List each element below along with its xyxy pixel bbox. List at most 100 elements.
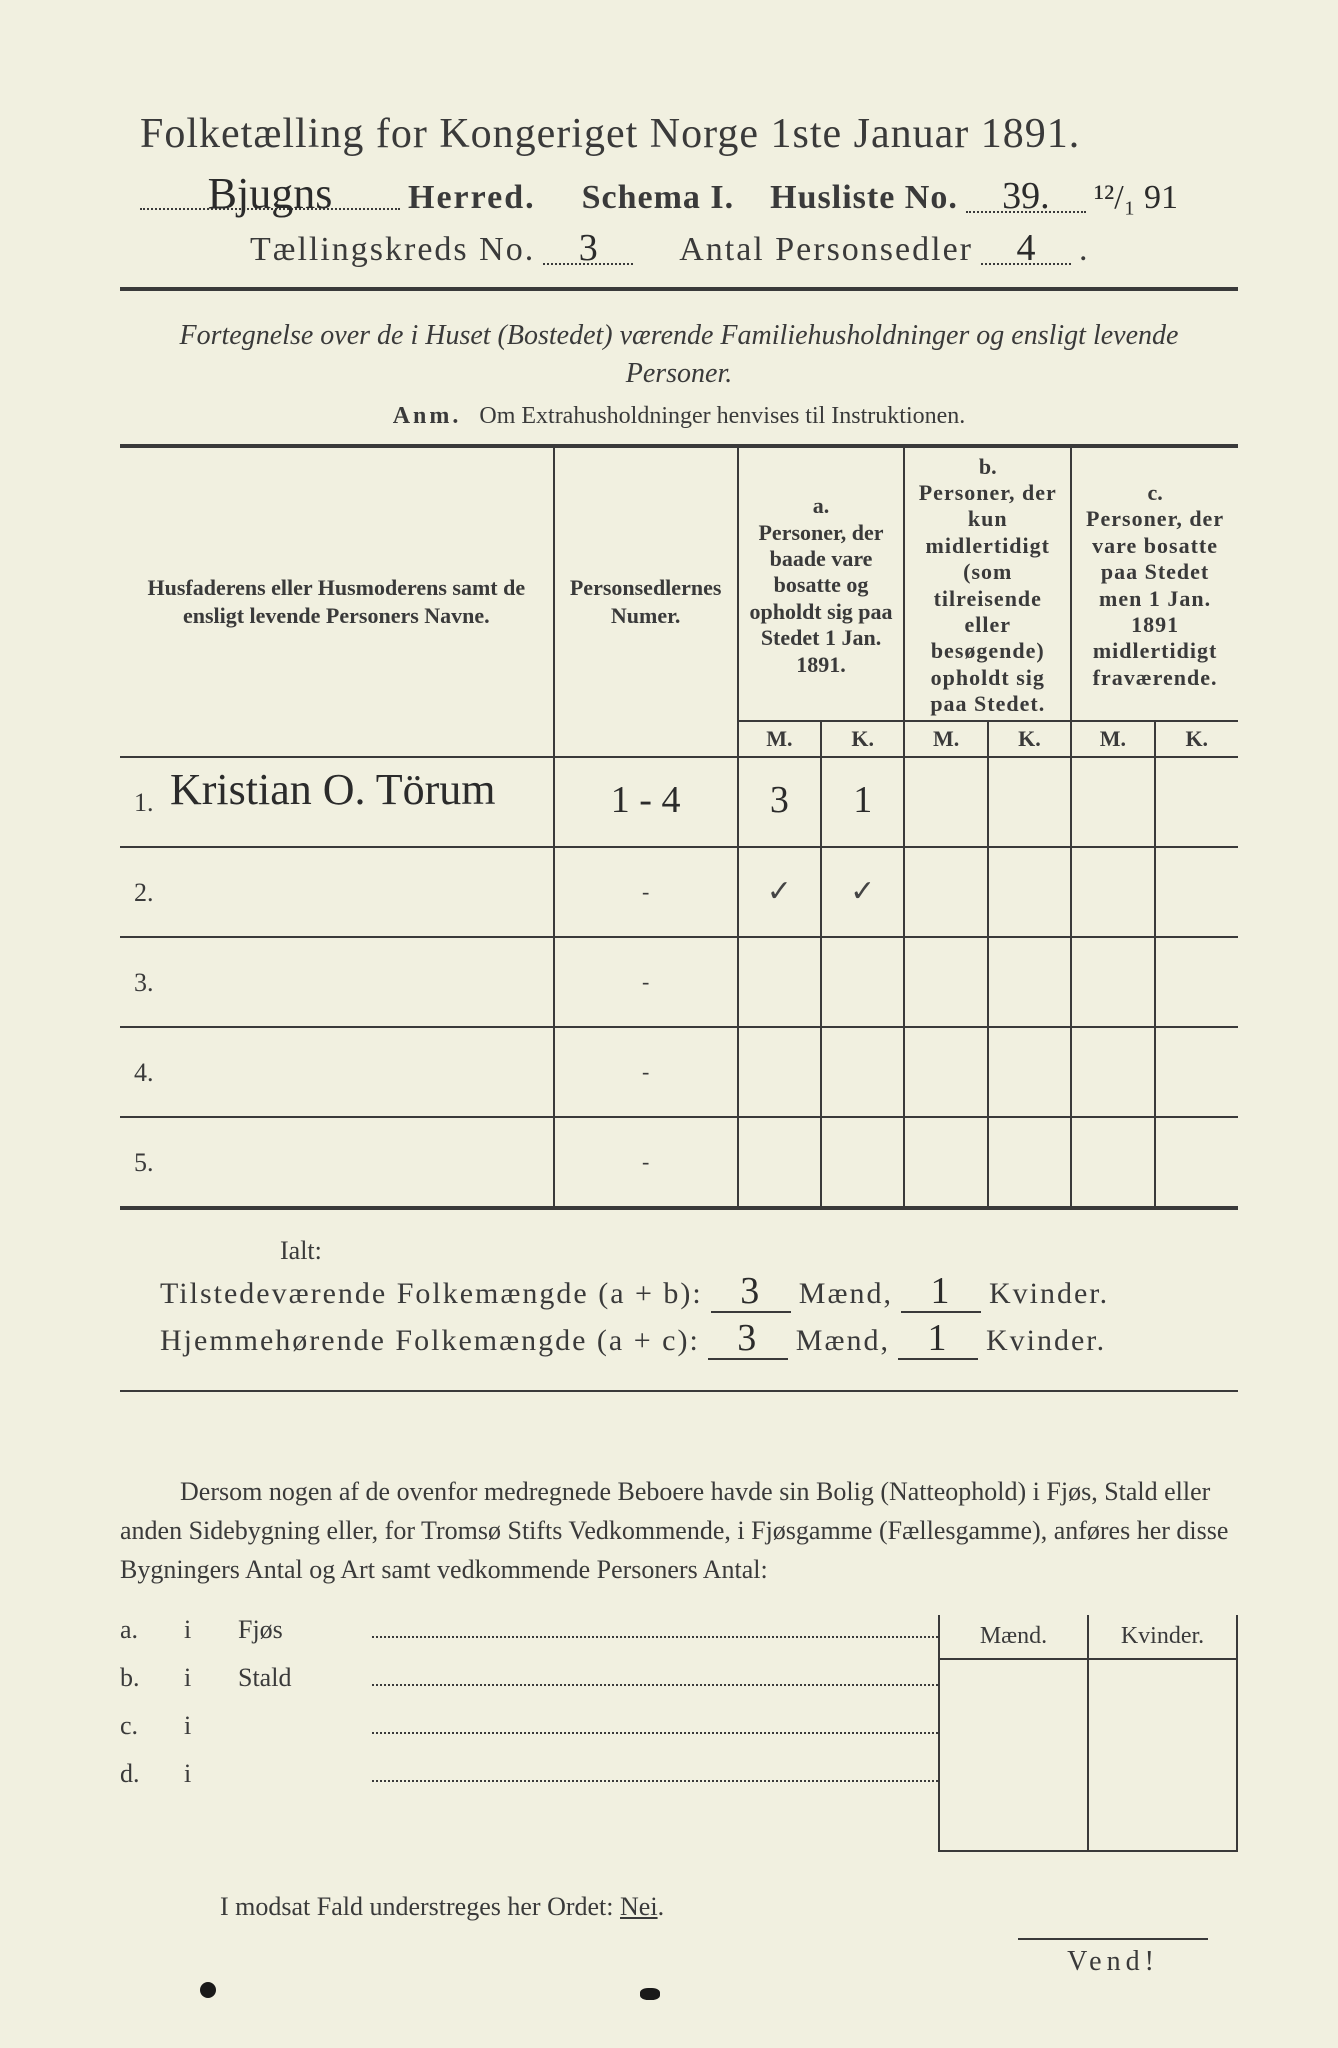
mk-cell (1071, 847, 1154, 937)
lower-head-kvinder: Kvinder. (1089, 1615, 1236, 1658)
kreds-no-handwritten: 3 (579, 227, 598, 269)
mk-cell: ✓ (738, 847, 821, 937)
lower-dots (372, 1713, 938, 1734)
sum-kvinder-1: Kvinder. (989, 1277, 1109, 1311)
head-numer: Personsedlernes Numer. (570, 575, 722, 628)
numer-value: 1 - 4 (611, 779, 681, 821)
numer-cell: - (554, 1117, 738, 1208)
mk-cell (904, 757, 987, 847)
mk-cell (988, 847, 1071, 937)
rule-thick-1 (120, 287, 1238, 291)
head-c-text: Personer, der vare bosatte paa Stedet me… (1076, 506, 1234, 691)
mk-cell (1155, 1027, 1238, 1117)
lower-letter: d. (120, 1759, 160, 1789)
sum2-label: Hjemmehørende Folkemængde (a + c): (160, 1324, 700, 1358)
anm-prefix: Anm. (393, 403, 462, 429)
row-number: 5. (134, 1148, 154, 1178)
row-number: 4. (134, 1058, 154, 1088)
numer-cell: - (554, 937, 738, 1027)
sum-kvinder-2: Kvinder. (986, 1324, 1106, 1358)
nei-period: . (658, 1892, 665, 1921)
table-row: 3. - (120, 937, 1238, 1027)
lower-row: a.iFjøs (120, 1615, 938, 1645)
row-name-handwritten: Kristian O. Törum (170, 772, 496, 807)
vend-label: Vend! (1018, 1938, 1208, 1978)
mk-cell (1071, 757, 1154, 847)
mk-cell (821, 937, 904, 1027)
numer-value: - (642, 969, 649, 994)
punch-hole (200, 1982, 216, 1998)
lower-i: i (184, 1711, 214, 1741)
sum1-label: Tilstedeværende Folkemængde (a + b): (160, 1277, 703, 1311)
mk-cell (821, 1027, 904, 1117)
lower-letter: c. (120, 1711, 160, 1741)
schema-label: Schema I. (582, 179, 735, 217)
mk-cell (738, 1117, 821, 1208)
husliste-label: Husliste No. (770, 179, 958, 217)
name-cell: 2. (120, 847, 554, 937)
head-a-text: Personer, der baade vare bosatte og opho… (743, 520, 900, 678)
numer-value: - (642, 1149, 649, 1174)
lower-dots (372, 1617, 938, 1638)
building-paragraph: Dersom nogen af de ovenfor medregnede Be… (120, 1472, 1238, 1589)
numer-cell: - (554, 1027, 738, 1117)
mk-cell (988, 1117, 1071, 1208)
head-name: Husfaderens eller Husmoderens samt de en… (147, 575, 525, 628)
head-a-k: K. (821, 721, 904, 756)
row-number: 3. (134, 968, 154, 998)
lower-row: d. i (120, 1759, 938, 1789)
lower-row: b.iStald (120, 1663, 938, 1693)
header-line-kreds: Tællingskreds No. 3 Antal Personsedler 4… (250, 231, 1238, 269)
mk-cell (904, 937, 987, 1027)
mk-value: 1 (853, 779, 872, 821)
antal-no-handwritten: 4 (1017, 227, 1036, 269)
sum2-m: 3 (737, 1317, 758, 1359)
mk-cell (1071, 937, 1154, 1027)
lower-block: a.iFjøsb.iStaldc.id.i Mænd. Kvinder. (120, 1615, 1238, 1852)
sum-maend-2: Mænd, (796, 1324, 890, 1358)
mk-cell (1155, 937, 1238, 1027)
mk-cell: 1 (821, 757, 904, 847)
head-b-k: K. (988, 721, 1071, 756)
numer-value: - (642, 879, 649, 904)
sum1-k: 1 (930, 1270, 951, 1312)
lower-cell-maend (940, 1660, 1089, 1850)
numer-cell: - (554, 847, 738, 937)
head-b-label: b. (909, 454, 1066, 480)
header-line-herred: Bjugns Herred. Schema I. Husliste No. 39… (140, 176, 1238, 217)
lower-label: Stald (238, 1663, 348, 1693)
lower-head-maend: Mænd. (940, 1615, 1089, 1658)
lower-i: i (184, 1615, 214, 1645)
mk-cell (1071, 1117, 1154, 1208)
lower-left-list: a.iFjøsb.iStaldc.id.i (120, 1615, 938, 1807)
sum1-m: 3 (740, 1270, 761, 1312)
mk-cell: 3 (738, 757, 821, 847)
kreds-label: Tællingskreds No. (250, 231, 535, 269)
mk-value: 3 (770, 779, 789, 821)
lower-i: i (184, 1663, 214, 1693)
rule-thin-1 (120, 1390, 1238, 1392)
anm-text: Om Extrahusholdninger henvises til Instr… (479, 403, 965, 429)
lower-label: Fjøs (238, 1615, 348, 1645)
name-cell: 3. (120, 937, 554, 1027)
mk-cell (904, 1027, 987, 1117)
mk-cell (1071, 1027, 1154, 1117)
mk-cell (738, 1027, 821, 1117)
sum-maend-1: Mænd, (799, 1277, 893, 1311)
husliste-no-handwritten: 39. (1002, 175, 1050, 217)
head-a-label: a. (743, 493, 900, 519)
date-handwritten: ¹²/₁ 91 (1094, 179, 1178, 217)
punch-hole (640, 1988, 660, 2000)
mk-cell (988, 1027, 1071, 1117)
table-row: 2.-✓✓ (120, 847, 1238, 937)
numer-value: - (642, 1059, 649, 1084)
sum2-k: 1 (927, 1317, 948, 1359)
table-row: 1.Kristian O. Törum1 - 431 (120, 757, 1238, 847)
table-row: 5. - (120, 1117, 1238, 1208)
nei-line: I modsat Fald understreges her Ordet: Ne… (120, 1892, 1238, 1922)
mk-cell (904, 847, 987, 937)
herred-label: Herred. (408, 179, 536, 217)
head-c-k: K. (1155, 721, 1238, 756)
head-b-m: M. (904, 721, 987, 756)
lower-i: i (184, 1759, 214, 1789)
